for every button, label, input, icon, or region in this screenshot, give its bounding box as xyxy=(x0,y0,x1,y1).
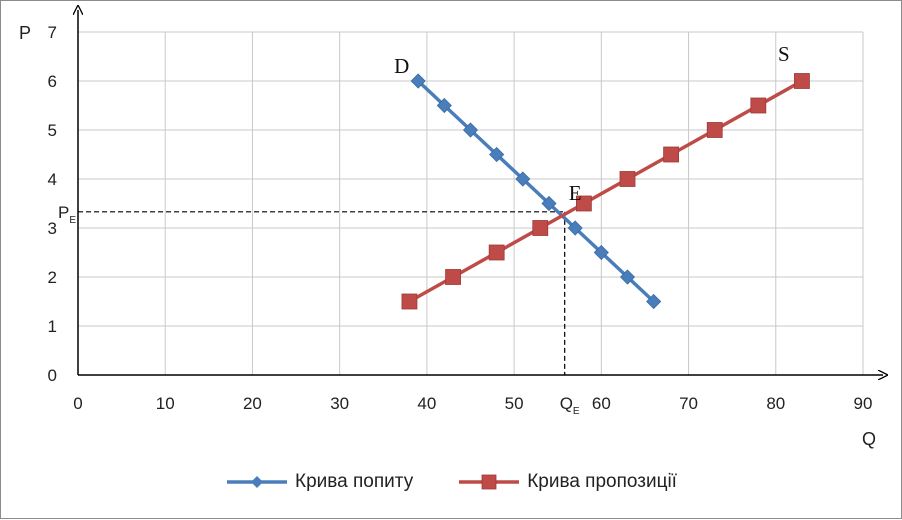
equilibrium-quantity-label: QE xyxy=(560,394,580,417)
equilibrium-point-label: E xyxy=(569,181,582,205)
x-tick-label: 80 xyxy=(766,394,785,413)
x-tick-label: 90 xyxy=(854,394,873,413)
y-tick-label: 7 xyxy=(48,23,57,42)
supply-curve-label: S xyxy=(778,42,790,66)
demand-curve-label: D xyxy=(394,54,409,78)
supply-point xyxy=(488,244,505,261)
x-tick-label: 50 xyxy=(505,394,524,413)
y-tick-label: 5 xyxy=(48,121,57,140)
legend-item-supply: Крива пропозиції xyxy=(457,471,677,493)
axes xyxy=(78,10,883,375)
y-tick-label: 3 xyxy=(48,219,57,238)
y-tick-label: 1 xyxy=(48,317,57,336)
x-axis-title: Q xyxy=(862,429,876,449)
tick-labels: 0 10 20 30 40 50 60 70 80 90 0 1 2 3 4 5 6 7 xyxy=(48,23,873,413)
supply-point xyxy=(750,97,767,114)
legend-demand-label: Крива попиту xyxy=(295,471,414,492)
x-tick-label: 40 xyxy=(417,394,436,413)
demand-point xyxy=(515,171,531,187)
demand-point xyxy=(489,146,505,163)
equilibrium-price-label: PE xyxy=(58,203,76,226)
y-axis-title: P xyxy=(19,23,31,43)
demand-point xyxy=(646,293,662,310)
grid-lines xyxy=(78,31,864,375)
demand-point xyxy=(567,220,583,236)
supply-point xyxy=(706,122,723,138)
y-tick-label: 6 xyxy=(48,72,57,91)
annotation-layer: P Q D S E PE QE xyxy=(19,23,876,449)
series-line-0 xyxy=(416,79,655,303)
demand-point xyxy=(541,195,557,212)
x-tick-label: 20 xyxy=(243,394,262,413)
demand-point xyxy=(462,122,479,138)
equilibrium-guides xyxy=(78,211,566,375)
demand-point xyxy=(619,269,636,285)
legend-item-demand: Крива попиту xyxy=(225,471,413,493)
supply-point xyxy=(445,269,461,285)
demand-point xyxy=(436,97,452,114)
legend-supply-label: Крива пропозиції xyxy=(527,471,677,492)
supply-point xyxy=(575,195,592,212)
x-tick-label: 30 xyxy=(330,394,349,413)
y-tick-label: 0 xyxy=(48,366,57,385)
x-tick-label: 10 xyxy=(156,394,175,413)
supply-point xyxy=(401,293,418,310)
x-tick-label: 0 xyxy=(73,394,82,413)
supply-point xyxy=(619,171,636,187)
legend-supply-swatch xyxy=(459,474,520,490)
demand-point xyxy=(410,73,426,89)
supply-point xyxy=(663,146,680,163)
demand-point xyxy=(593,244,609,261)
x-tick-label: 60 xyxy=(592,394,611,413)
supply-point xyxy=(794,73,810,89)
x-tick-label: 70 xyxy=(679,394,698,413)
y-tick-label: 2 xyxy=(48,268,57,287)
y-tick-label: 4 xyxy=(48,170,57,189)
supply-point xyxy=(532,220,549,236)
series-layer xyxy=(401,73,810,310)
series-line-1 xyxy=(408,79,803,304)
legend-demand-swatch xyxy=(227,476,288,488)
legend: Крива попиту Крива пропозиції xyxy=(1,471,901,493)
